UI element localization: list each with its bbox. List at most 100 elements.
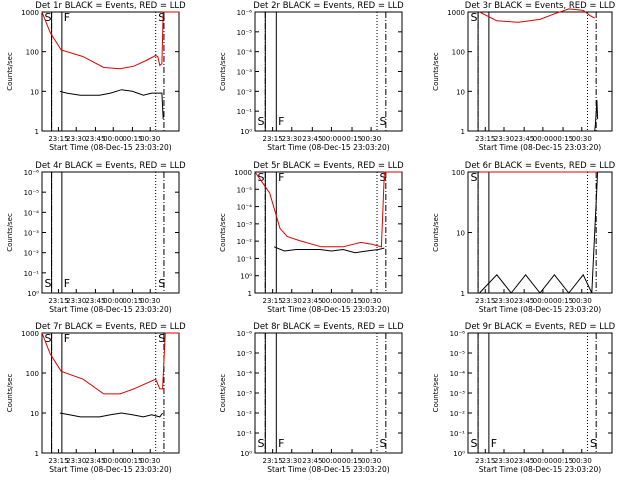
chart-title: Det 3r BLACK = Events, RED = LLD xyxy=(465,1,616,11)
chart-title: Det 2r BLACK = Events, RED = LLD xyxy=(253,1,404,11)
x-tick-label: 23:15 xyxy=(263,297,283,305)
y-tick-label: 10⁻³ xyxy=(237,390,253,398)
plot-frame xyxy=(41,171,180,294)
x-tick-label: 00:00 xyxy=(103,297,123,305)
marker-label: S xyxy=(45,277,52,290)
y-tick-label: 10⁻¹ xyxy=(450,430,466,438)
x-tick-label: 23:45 xyxy=(302,135,322,143)
x-tick-label: 00:00 xyxy=(103,135,123,143)
x-tick-label: 23:30 xyxy=(494,457,514,465)
y-tick-label: 100 xyxy=(26,370,39,378)
marker-label: F xyxy=(64,11,70,24)
plot-frame xyxy=(254,11,403,132)
x-tick-label: 23:15 xyxy=(48,297,68,305)
chart-title: Det 9r BLACK = Events, RED = LLD xyxy=(465,322,616,332)
x-tick-label: 23:15 xyxy=(48,135,68,143)
plot-frame xyxy=(467,171,613,294)
y-tick-label: 10⁻² xyxy=(237,238,253,246)
x-tick-label: 00:00 xyxy=(321,135,341,143)
panel-det-9: Det 9r BLACK = Events, RED = LLD Counts/s… xyxy=(432,322,616,474)
marker-label: S xyxy=(258,437,265,450)
marker-label: S xyxy=(258,171,265,184)
y-tick-label: 10⁻⁴ xyxy=(237,49,253,57)
x-tick-label: 23:30 xyxy=(66,135,86,143)
y-tick-label: 10⁻¹ xyxy=(24,270,40,278)
x-tick-label: 00:15 xyxy=(553,135,573,143)
y-tick-label: 1000 xyxy=(21,9,39,17)
marker-label: F xyxy=(278,115,284,128)
panel-det-7: Det 7r BLACK = Events, RED = LLD Counts/s… xyxy=(6,322,186,474)
x-tick-label: 23:30 xyxy=(66,297,86,305)
marker-label: S xyxy=(471,171,478,184)
x-tick-label: 23:30 xyxy=(282,297,302,305)
x-axis-label: Start Time (08-Dec-15 23:03:20) xyxy=(267,143,389,152)
y-tick-label: 10⁻² xyxy=(450,410,466,418)
chart-title: Det 8r BLACK = Events, RED = LLD xyxy=(253,322,404,332)
plot-frame xyxy=(467,332,613,454)
x-tick-label: 00:15 xyxy=(122,135,142,143)
marker-label: S xyxy=(471,11,478,24)
x-tick-label: 23:15 xyxy=(263,135,283,143)
x-tick-label: 00:00 xyxy=(321,457,341,465)
y-tick-label: 1 xyxy=(461,290,465,298)
x-axis-label: Start Time (08-Dec-15 23:03:20) xyxy=(267,305,389,314)
x-tick-label: 23:45 xyxy=(514,135,534,143)
x-tick-label: 23:45 xyxy=(514,457,534,465)
x-tick-label: 00:00 xyxy=(321,297,341,305)
chart-title: Det 5r BLACK = Events, RED = LLD xyxy=(253,161,404,171)
y-tick-label: 10⁻⁴ xyxy=(24,209,40,217)
x-tick-label: 00:30 xyxy=(572,135,592,143)
y-tick-label: 10⁻⁵ xyxy=(450,350,466,358)
x-tick-label: 00:15 xyxy=(553,457,573,465)
x-tick-label: 00:15 xyxy=(122,297,142,305)
x-axis-label: Start Time (08-Dec-15 23:03:20) xyxy=(49,465,171,474)
x-tick-label: 00:30 xyxy=(140,297,160,305)
x-axis-label: Start Time (08-Dec-15 23:03:20) xyxy=(479,143,601,152)
marker-label: S xyxy=(380,437,387,450)
y-tick-label: 10⁻³ xyxy=(24,230,40,238)
x-tick-label: 00:30 xyxy=(361,457,381,465)
y-tick-label: 10⁻¹ xyxy=(237,430,253,438)
marker-label: S xyxy=(590,437,597,450)
y-tick-label: 10⁰ xyxy=(240,273,252,281)
y-tick-label: 10⁻³ xyxy=(237,221,253,229)
chart-title: Det 1r BLACK = Events, RED = LLD xyxy=(35,1,186,11)
x-tick-label: 23:45 xyxy=(85,457,105,465)
y-tick-label: 10⁻² xyxy=(237,88,253,96)
x-tick-label: 23:15 xyxy=(475,135,495,143)
series-line-black xyxy=(479,171,599,294)
y-tick-label: 10⁻⁵ xyxy=(24,189,40,197)
panel-det-2: Det 2r BLACK = Events, RED = LLD Counts/s… xyxy=(219,1,404,152)
y-axis-label: Counts/sec xyxy=(6,213,14,252)
x-axis-label: Start Time (08-Dec-15 23:03:20) xyxy=(479,465,601,474)
y-axis-label: Counts/sec xyxy=(6,374,14,413)
y-tick-label: 10⁻⁶ xyxy=(237,330,253,338)
x-tick-label: 23:15 xyxy=(263,457,283,465)
series-line-red xyxy=(41,332,179,395)
series-line-black xyxy=(59,89,164,120)
x-axis-label: Start Time (08-Dec-15 23:03:20) xyxy=(49,305,171,314)
x-tick-label: 23:45 xyxy=(302,297,322,305)
panel-det-6: Det 6r BLACK = Events, RED = LLD Counts/s… xyxy=(432,161,616,314)
x-tick-label: 00:30 xyxy=(140,457,160,465)
y-tick-label: 1 xyxy=(35,128,39,136)
y-tick-label: 1 xyxy=(35,450,39,458)
y-tick-label: 1 xyxy=(461,128,465,136)
plot-frame xyxy=(41,11,180,132)
y-axis-label: Counts/sec xyxy=(219,213,227,252)
panel-det-3: Det 3r BLACK = Events, RED = LLD Counts/s… xyxy=(432,1,616,152)
x-tick-label: 23:30 xyxy=(494,297,514,305)
x-tick-label: 23:45 xyxy=(514,297,534,305)
marker-label: S xyxy=(158,332,165,345)
panel-det-1: Det 1r BLACK = Events, RED = LLD Counts/s… xyxy=(6,1,186,152)
series-line-black xyxy=(594,100,599,132)
x-tick-label: 23:45 xyxy=(85,297,105,305)
plot-frame xyxy=(254,332,403,454)
x-tick-label: 00:15 xyxy=(342,135,362,143)
x-tick-label: 00:15 xyxy=(122,457,142,465)
y-tick-label: 10⁰ xyxy=(240,128,252,136)
plot-frame xyxy=(467,11,613,132)
y-tick-label: 10⁻⁵ xyxy=(237,29,253,37)
marker-label: S xyxy=(158,277,165,290)
